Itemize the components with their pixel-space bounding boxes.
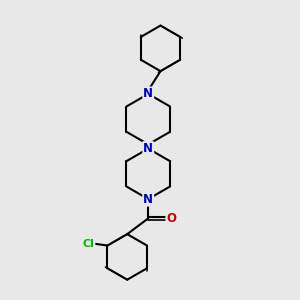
Text: N: N: [143, 142, 153, 155]
Text: O: O: [167, 212, 176, 225]
Text: N: N: [143, 87, 153, 101]
Text: N: N: [143, 193, 153, 206]
Text: Cl: Cl: [82, 239, 94, 249]
